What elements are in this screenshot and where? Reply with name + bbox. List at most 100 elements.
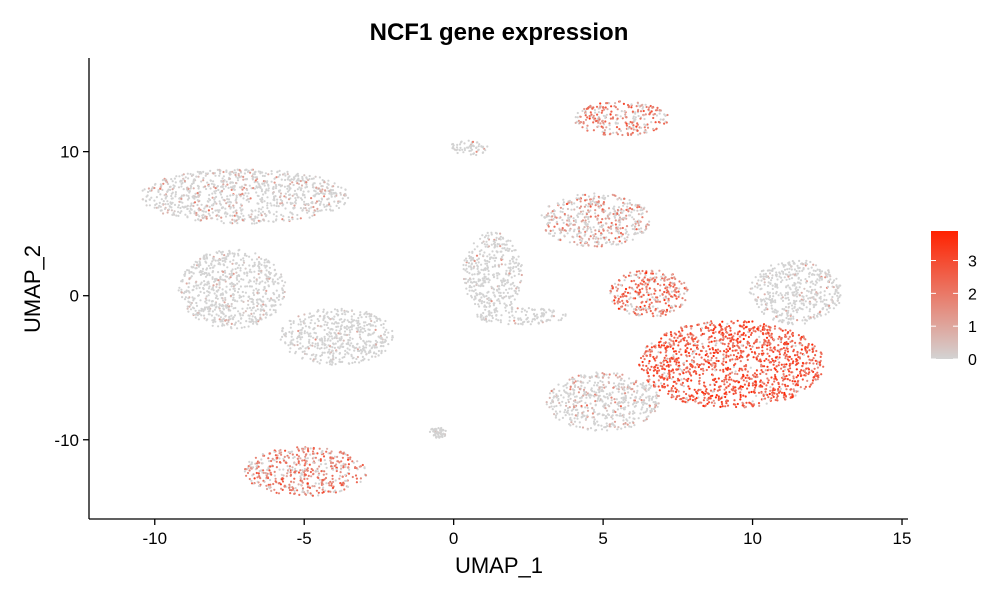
cell-point [551, 215, 554, 218]
cell-point [600, 111, 603, 114]
cell-point [480, 263, 483, 266]
cell-point [321, 351, 324, 354]
cell-point [318, 315, 321, 318]
cell-point [600, 125, 603, 128]
cell-point [211, 260, 214, 263]
cell-point [257, 264, 260, 268]
cell-point [646, 298, 649, 301]
cell-point [674, 305, 678, 308]
cell-point [511, 244, 514, 247]
cell-point [590, 202, 593, 205]
cell-point [646, 367, 650, 370]
cell-point [694, 400, 697, 403]
cell-point [334, 342, 337, 345]
cell-point [763, 341, 766, 344]
cell-point [199, 219, 203, 222]
cell-point [490, 311, 493, 314]
cell-point [742, 332, 745, 335]
cell-point [272, 263, 275, 266]
cell-point [267, 189, 270, 192]
cell-point [221, 278, 224, 281]
cell-point [245, 177, 248, 181]
cell-point [283, 185, 286, 188]
cell-point [743, 405, 747, 408]
cell-point [294, 197, 297, 200]
cell-point [241, 314, 244, 317]
cell-point [247, 299, 250, 302]
cell-point [323, 195, 326, 198]
cell-point [765, 324, 768, 327]
cell-point [310, 197, 313, 200]
cell-point [643, 276, 646, 279]
cell-point [668, 373, 671, 376]
cell-point [822, 365, 825, 368]
cell-point [195, 301, 198, 305]
cell-point [816, 363, 819, 366]
cell-point [349, 331, 352, 334]
cell-point [714, 344, 717, 347]
cell-point [244, 183, 247, 187]
cell-point [663, 298, 666, 302]
cell-point [624, 232, 627, 235]
cell-point [797, 390, 800, 393]
cell-point [506, 291, 509, 294]
cell-point [247, 314, 250, 317]
cell-point [744, 368, 747, 371]
cell-point [227, 320, 230, 324]
cell-point [313, 209, 316, 212]
cell-point [643, 283, 646, 286]
cell-point [323, 347, 326, 350]
cell-point [515, 287, 518, 290]
cell-point [680, 282, 683, 285]
cell-point [622, 302, 625, 305]
cell-point [732, 342, 735, 345]
cell-point [275, 289, 278, 292]
cell-point [224, 280, 227, 283]
cell-point [213, 190, 216, 193]
cell-point [642, 355, 645, 358]
cell-point [473, 273, 476, 276]
cell-point [228, 305, 231, 308]
cell-point [236, 300, 239, 303]
cell-point [308, 174, 311, 178]
cell-point [643, 126, 646, 129]
cell-point [338, 329, 341, 332]
cell-point [817, 376, 820, 379]
cell-point [759, 330, 762, 333]
cell-point [587, 195, 591, 198]
cell-point [663, 279, 666, 282]
cell-point [566, 232, 569, 235]
cell-point [308, 338, 311, 341]
cell-point [505, 288, 508, 291]
cell-point [584, 111, 587, 114]
cell-point [673, 336, 676, 339]
cell-point [639, 356, 643, 360]
cell-point [707, 345, 710, 348]
cell-point [585, 127, 589, 130]
cell-point [495, 318, 498, 321]
cell-point [727, 345, 730, 348]
cell-point [173, 203, 177, 206]
cell-point [812, 357, 815, 360]
cell-point [739, 395, 742, 399]
cell-point [358, 346, 361, 349]
cell-point [385, 336, 388, 339]
cell-point [749, 333, 753, 336]
cell-point [359, 348, 362, 352]
cell-point [725, 391, 728, 394]
cell-point [719, 350, 722, 353]
cell-point [558, 228, 561, 231]
cell-point [178, 286, 181, 289]
cell-point [665, 332, 668, 335]
cell-point [741, 385, 744, 388]
cell-point [675, 297, 678, 300]
cell-point [800, 369, 803, 372]
cell-point [711, 364, 714, 367]
cell-point [695, 372, 698, 375]
cell-point [179, 180, 182, 183]
cell-point [338, 360, 341, 363]
cell-point [264, 172, 267, 175]
cell-point [736, 337, 739, 340]
cell-point [256, 177, 259, 181]
cell-point [573, 223, 576, 226]
